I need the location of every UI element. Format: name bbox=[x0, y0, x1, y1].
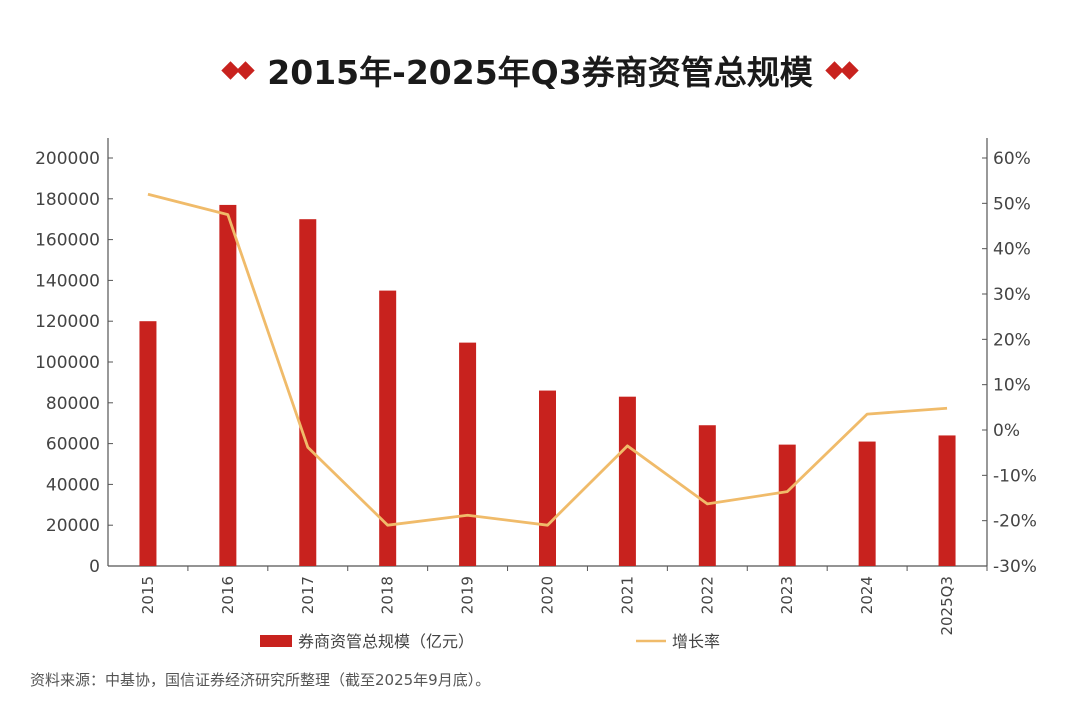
bar bbox=[139, 321, 157, 566]
left-tick-label: 20000 bbox=[46, 516, 100, 536]
chart-title-row: 2015年-2025年Q3券商资管总规模 bbox=[0, 48, 1080, 92]
left-tick-label: 40000 bbox=[46, 475, 100, 495]
legend-label-line: 增长率 bbox=[672, 632, 720, 651]
left-tick-label: 60000 bbox=[46, 435, 100, 455]
right-tick-label: -30% bbox=[993, 557, 1037, 577]
category-label: 2015 bbox=[139, 576, 157, 614]
category-label: 2018 bbox=[379, 576, 397, 614]
bar bbox=[299, 219, 317, 566]
left-tick-label: 160000 bbox=[35, 231, 100, 251]
right-tick-label: -20% bbox=[993, 512, 1037, 532]
bar bbox=[778, 444, 796, 566]
category-label: 2020 bbox=[539, 576, 557, 614]
right-tick-label: 0% bbox=[993, 421, 1020, 441]
bar bbox=[219, 204, 237, 567]
bar bbox=[858, 441, 876, 566]
bar bbox=[938, 435, 956, 566]
right-tick-label: -10% bbox=[993, 466, 1037, 486]
category-label: 2016 bbox=[219, 576, 237, 614]
left-tick-label: 120000 bbox=[35, 312, 100, 332]
right-tick-label: 40% bbox=[993, 240, 1031, 260]
bar bbox=[618, 396, 636, 566]
right-tick-label: 30% bbox=[993, 285, 1031, 305]
legend-swatch-bar bbox=[260, 635, 292, 647]
right-tick-label: 10% bbox=[993, 376, 1031, 396]
category-label: 2017 bbox=[299, 576, 317, 614]
legend-label-bar: 券商资管总规模（亿元） bbox=[298, 632, 474, 651]
right-tick-label: 20% bbox=[993, 330, 1031, 350]
bar bbox=[698, 425, 716, 566]
category-label: 2019 bbox=[459, 576, 477, 614]
category-label: 2021 bbox=[618, 576, 636, 614]
combo-chart: 0 20000 40000 60000 80000 100000 120000 140000 1… bbox=[35, 138, 1037, 651]
source-note: 资料来源：中基协，国信证券经济研究所整理（截至2025年9月底）。 bbox=[30, 671, 491, 689]
left-tick-label: 200000 bbox=[35, 149, 100, 169]
chart-title: 2015年-2025年Q3券商资管总规模 bbox=[267, 53, 813, 92]
category-label: 2024 bbox=[858, 576, 876, 614]
bar bbox=[539, 390, 556, 566]
left-tick-label: 80000 bbox=[46, 394, 100, 414]
left-tick-label: 0 bbox=[89, 557, 100, 577]
category-label: 2022 bbox=[698, 576, 716, 614]
category-label: 2023 bbox=[778, 576, 796, 614]
right-tick-label: 60% bbox=[993, 149, 1031, 169]
bar bbox=[459, 342, 477, 566]
growth-rate-line bbox=[147, 192, 948, 527]
right-tick-label: 50% bbox=[993, 194, 1031, 214]
left-tick-label: 180000 bbox=[35, 190, 100, 210]
category-label: 2025Q3 bbox=[938, 576, 956, 636]
left-tick-label: 140000 bbox=[35, 271, 100, 291]
left-tick-label: 100000 bbox=[35, 353, 100, 373]
bar bbox=[379, 290, 397, 566]
